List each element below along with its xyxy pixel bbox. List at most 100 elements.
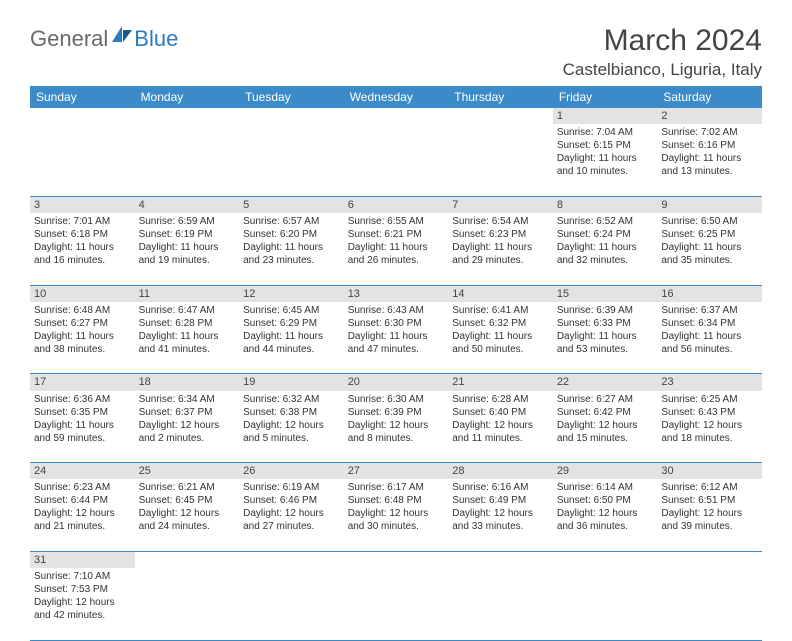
day-number-cell: 30 [657, 463, 762, 480]
day-number-cell: 27 [344, 463, 449, 480]
day-detail-cell: Sunrise: 6:34 AMSunset: 6:37 PMDaylight:… [135, 391, 240, 463]
day-number-cell: 4 [135, 196, 240, 213]
day-detail-cell [657, 568, 762, 640]
daynum-row: 31 [30, 551, 762, 568]
day-number-cell [344, 108, 449, 124]
day-detail-cell: Sunrise: 6:43 AMSunset: 6:30 PMDaylight:… [344, 302, 449, 374]
weekday-header: Tuesday [239, 86, 344, 108]
weekday-header: Thursday [448, 86, 553, 108]
day-detail-cell: Sunrise: 6:47 AMSunset: 6:28 PMDaylight:… [135, 302, 240, 374]
day-number-cell: 22 [553, 374, 658, 391]
day-detail-row: Sunrise: 7:10 AMSunset: 7:53 PMDaylight:… [30, 568, 762, 640]
day-detail-cell [30, 124, 135, 196]
month-title: March 2024 [563, 24, 762, 58]
day-detail-cell: Sunrise: 6:41 AMSunset: 6:32 PMDaylight:… [448, 302, 553, 374]
day-detail-cell: Sunrise: 6:23 AMSunset: 6:44 PMDaylight:… [30, 479, 135, 551]
day-detail-cell [344, 568, 449, 640]
day-detail-cell: Sunrise: 6:37 AMSunset: 6:34 PMDaylight:… [657, 302, 762, 374]
day-number-cell: 6 [344, 196, 449, 213]
day-detail-cell [344, 124, 449, 196]
day-number-cell: 25 [135, 463, 240, 480]
day-detail-cell: Sunrise: 6:27 AMSunset: 6:42 PMDaylight:… [553, 391, 658, 463]
weekday-header: Sunday [30, 86, 135, 108]
day-number-cell [448, 108, 553, 124]
day-number-cell: 9 [657, 196, 762, 213]
day-detail-row: Sunrise: 6:23 AMSunset: 6:44 PMDaylight:… [30, 479, 762, 551]
day-detail-cell: Sunrise: 6:32 AMSunset: 6:38 PMDaylight:… [239, 391, 344, 463]
daynum-row: 17181920212223 [30, 374, 762, 391]
day-detail-cell: Sunrise: 6:50 AMSunset: 6:25 PMDaylight:… [657, 213, 762, 285]
daynum-row: 3456789 [30, 196, 762, 213]
day-detail-cell: Sunrise: 6:28 AMSunset: 6:40 PMDaylight:… [448, 391, 553, 463]
day-number-cell: 21 [448, 374, 553, 391]
day-detail-cell [135, 124, 240, 196]
day-number-cell: 24 [30, 463, 135, 480]
day-number-cell: 15 [553, 285, 658, 302]
day-detail-cell: Sunrise: 6:16 AMSunset: 6:49 PMDaylight:… [448, 479, 553, 551]
day-number-cell: 2 [657, 108, 762, 124]
day-number-cell: 23 [657, 374, 762, 391]
day-number-cell: 13 [344, 285, 449, 302]
day-detail-cell: Sunrise: 7:10 AMSunset: 7:53 PMDaylight:… [30, 568, 135, 640]
day-detail-cell: Sunrise: 6:45 AMSunset: 6:29 PMDaylight:… [239, 302, 344, 374]
day-detail-cell: Sunrise: 6:54 AMSunset: 6:23 PMDaylight:… [448, 213, 553, 285]
day-detail-cell: Sunrise: 6:12 AMSunset: 6:51 PMDaylight:… [657, 479, 762, 551]
day-detail-cell [448, 568, 553, 640]
day-number-cell: 16 [657, 285, 762, 302]
day-number-cell: 28 [448, 463, 553, 480]
day-detail-row: Sunrise: 7:01 AMSunset: 6:18 PMDaylight:… [30, 213, 762, 285]
day-detail-cell: Sunrise: 6:36 AMSunset: 6:35 PMDaylight:… [30, 391, 135, 463]
day-number-cell: 18 [135, 374, 240, 391]
day-detail-cell: Sunrise: 6:19 AMSunset: 6:46 PMDaylight:… [239, 479, 344, 551]
day-number-cell [344, 551, 449, 568]
logo-text-2: Blue [134, 26, 178, 52]
calendar-table: SundayMondayTuesdayWednesdayThursdayFrid… [30, 86, 762, 641]
day-number-cell [239, 108, 344, 124]
day-number-cell: 7 [448, 196, 553, 213]
day-detail-cell [553, 568, 658, 640]
day-detail-cell: Sunrise: 6:48 AMSunset: 6:27 PMDaylight:… [30, 302, 135, 374]
day-number-cell [135, 108, 240, 124]
logo-text-1: General [30, 26, 108, 52]
day-detail-cell: Sunrise: 6:25 AMSunset: 6:43 PMDaylight:… [657, 391, 762, 463]
daynum-row: 24252627282930 [30, 463, 762, 480]
day-detail-cell: Sunrise: 7:01 AMSunset: 6:18 PMDaylight:… [30, 213, 135, 285]
day-number-cell [239, 551, 344, 568]
weekday-header: Wednesday [344, 86, 449, 108]
day-detail-cell: Sunrise: 6:52 AMSunset: 6:24 PMDaylight:… [553, 213, 658, 285]
day-number-cell: 20 [344, 374, 449, 391]
weekday-header-row: SundayMondayTuesdayWednesdayThursdayFrid… [30, 86, 762, 108]
day-number-cell: 19 [239, 374, 344, 391]
day-number-cell: 31 [30, 551, 135, 568]
day-number-cell: 29 [553, 463, 658, 480]
day-number-cell: 11 [135, 285, 240, 302]
day-detail-cell [239, 568, 344, 640]
day-detail-cell [239, 124, 344, 196]
day-number-cell [448, 551, 553, 568]
day-detail-cell: Sunrise: 6:14 AMSunset: 6:50 PMDaylight:… [553, 479, 658, 551]
day-detail-cell: Sunrise: 6:59 AMSunset: 6:19 PMDaylight:… [135, 213, 240, 285]
day-number-cell: 26 [239, 463, 344, 480]
day-detail-cell: Sunrise: 6:30 AMSunset: 6:39 PMDaylight:… [344, 391, 449, 463]
day-detail-cell: Sunrise: 6:17 AMSunset: 6:48 PMDaylight:… [344, 479, 449, 551]
day-number-cell: 8 [553, 196, 658, 213]
day-number-cell: 14 [448, 285, 553, 302]
day-detail-cell [448, 124, 553, 196]
day-number-cell: 12 [239, 285, 344, 302]
day-number-cell: 5 [239, 196, 344, 213]
day-detail-row: Sunrise: 6:48 AMSunset: 6:27 PMDaylight:… [30, 302, 762, 374]
daynum-row: 12 [30, 108, 762, 124]
day-detail-cell: Sunrise: 7:04 AMSunset: 6:15 PMDaylight:… [553, 124, 658, 196]
day-detail-cell: Sunrise: 6:55 AMSunset: 6:21 PMDaylight:… [344, 213, 449, 285]
day-number-cell: 10 [30, 285, 135, 302]
day-detail-cell: Sunrise: 6:21 AMSunset: 6:45 PMDaylight:… [135, 479, 240, 551]
day-detail-cell: Sunrise: 6:39 AMSunset: 6:33 PMDaylight:… [553, 302, 658, 374]
day-number-cell [135, 551, 240, 568]
day-number-cell [657, 551, 762, 568]
day-number-cell [30, 108, 135, 124]
day-detail-row: Sunrise: 6:36 AMSunset: 6:35 PMDaylight:… [30, 391, 762, 463]
sail-icon [110, 24, 134, 44]
weekday-header: Monday [135, 86, 240, 108]
day-detail-row: Sunrise: 7:04 AMSunset: 6:15 PMDaylight:… [30, 124, 762, 196]
logo: General Blue [30, 24, 178, 54]
